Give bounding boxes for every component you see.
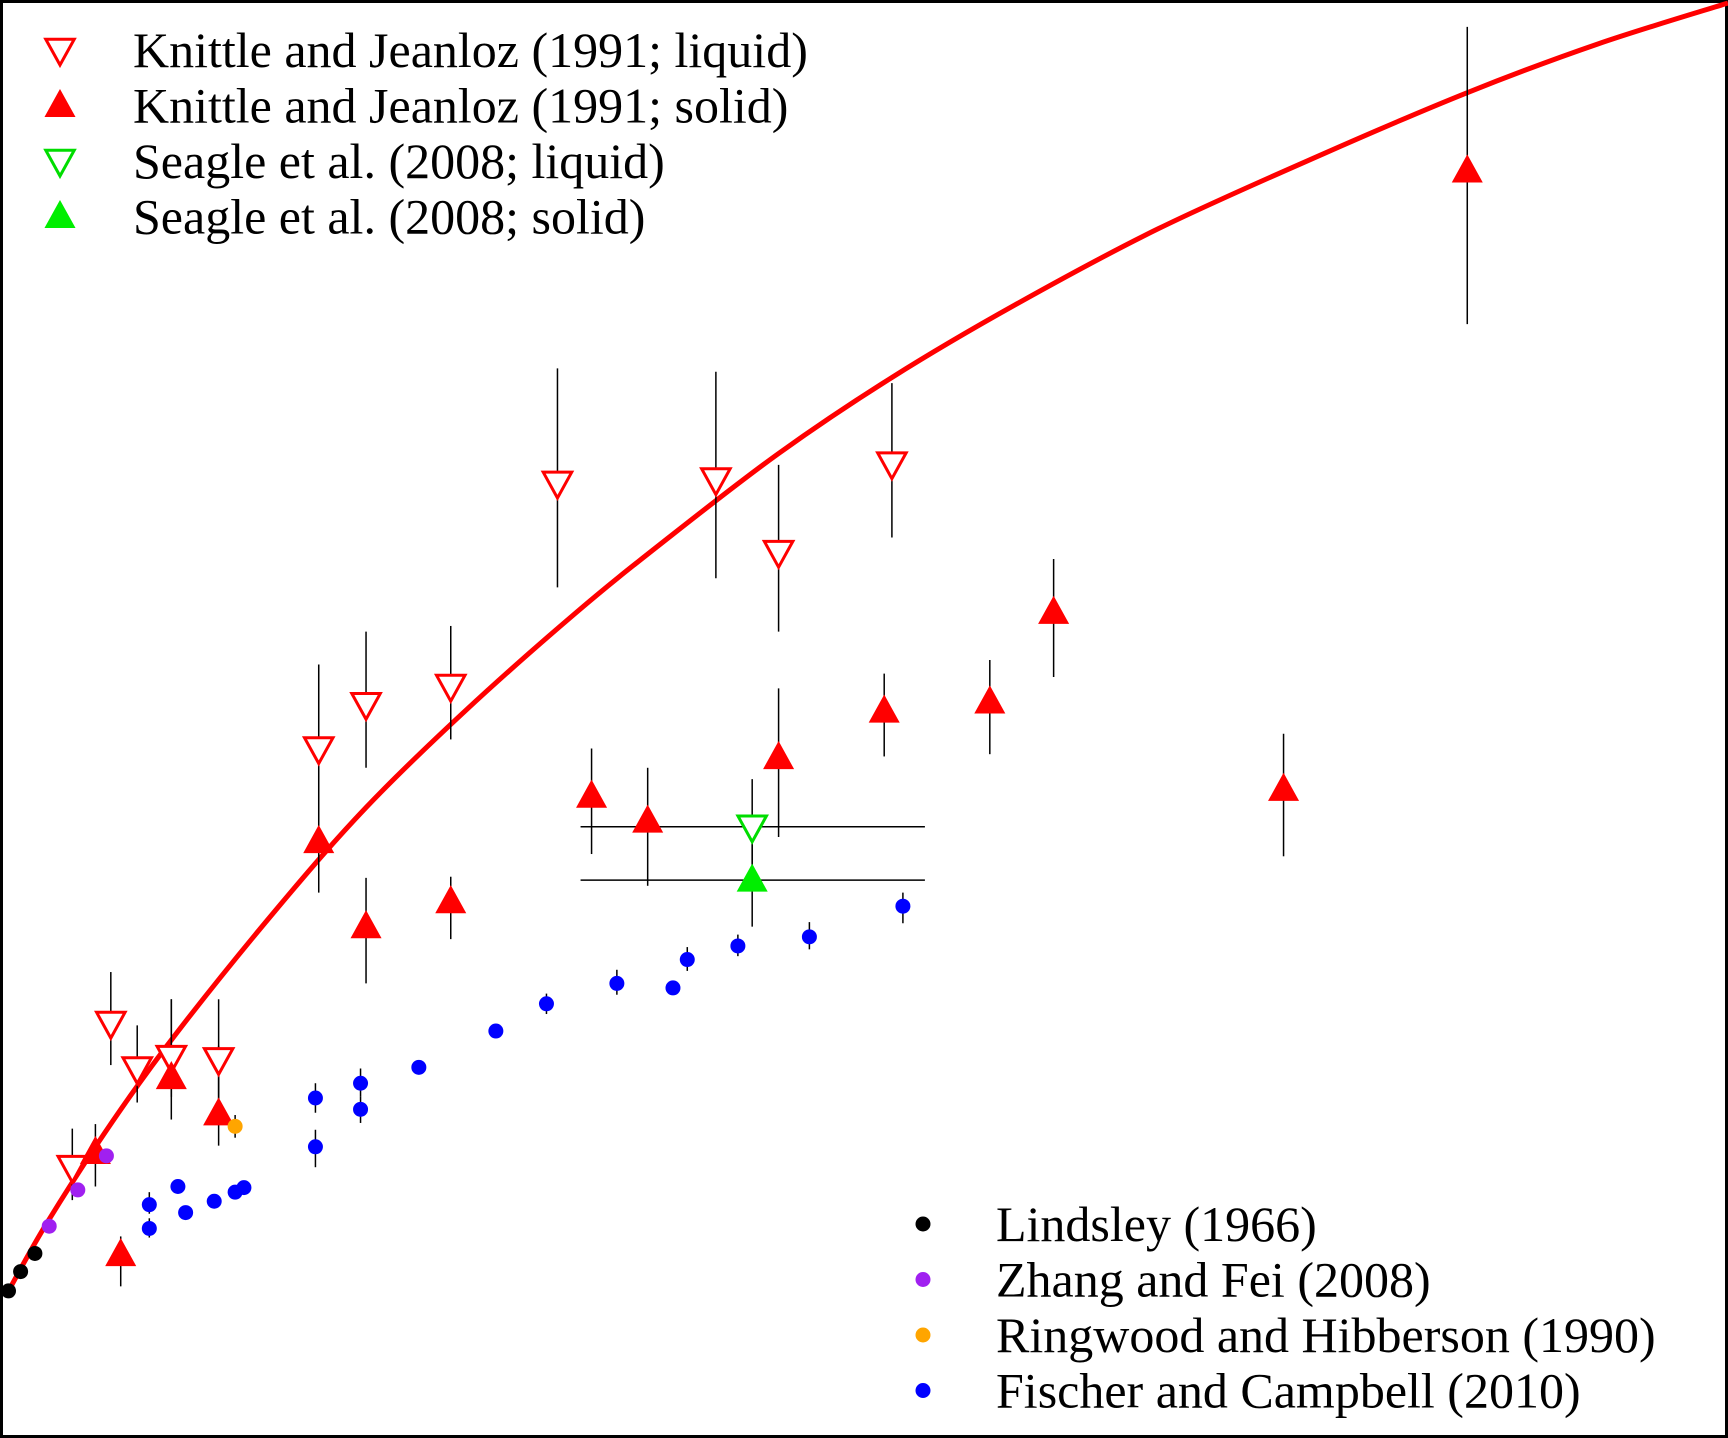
legend-entry: Seagle et al. (2008; liquid) [43, 133, 665, 189]
data-point [105, 1238, 137, 1267]
data-point [70, 1182, 86, 1198]
data-point [1038, 595, 1070, 624]
data-point [435, 885, 467, 914]
data-point [170, 1178, 186, 1194]
data-point [763, 741, 795, 770]
data-point [353, 1075, 369, 1091]
legend-marker [915, 1272, 931, 1287]
data-point [353, 1101, 369, 1117]
legend-marker [43, 148, 77, 180]
legend-marker [43, 37, 77, 69]
data-point [699, 467, 733, 498]
fit-curve [6, 0, 1728, 1293]
data-point [868, 694, 900, 723]
data-point [735, 814, 769, 845]
legend-label: Knittle and Jeanloz (1991; liquid) [133, 22, 808, 78]
data-point [307, 1090, 323, 1106]
legend-marker [44, 199, 76, 229]
legend-top-left: Knittle and Jeanloz (1991; liquid)Knittl… [43, 22, 808, 245]
data-point [679, 952, 695, 968]
data-point [576, 779, 608, 808]
legend-marker [44, 88, 76, 118]
data-point [540, 470, 575, 502]
data-point [178, 1205, 194, 1221]
data-point [538, 996, 554, 1012]
data-point [98, 1148, 114, 1164]
data-point [488, 1023, 504, 1039]
data-point [433, 673, 468, 705]
data-point [632, 804, 664, 833]
legend-entry: Lindsley (1966) [915, 1196, 1317, 1252]
legend-label: Seagle et al. (2008; solid) [133, 189, 645, 245]
legend-label: Zhang and Fei (2008) [996, 1252, 1431, 1308]
data-point [236, 1180, 252, 1196]
data-point [307, 1139, 323, 1155]
legend-entry: Ringwood and Hibberson (1990) [915, 1307, 1656, 1363]
data-point [609, 975, 625, 991]
data-point [155, 1061, 187, 1090]
data-point [875, 451, 909, 482]
legend-label: Ringwood and Hibberson (1990) [996, 1307, 1656, 1363]
data-point [761, 539, 796, 571]
legend-label: Seagle et al. (2008; liquid) [133, 133, 665, 189]
data-point [55, 1154, 90, 1186]
data-point [411, 1059, 427, 1075]
legend-bottom-right: Lindsley (1966)Zhang and Fei (2008)Ringw… [915, 1196, 1656, 1419]
data-point [27, 1245, 43, 1261]
data-point [350, 910, 382, 939]
data-point [895, 898, 911, 914]
data-point [974, 685, 1006, 714]
data-point [203, 1097, 235, 1126]
data-point [141, 1220, 157, 1236]
data-point [201, 1047, 236, 1078]
data-point [120, 1056, 155, 1087]
data-point [349, 691, 383, 723]
data-point [303, 824, 335, 854]
legend-entry: Zhang and Fei (2008) [915, 1252, 1431, 1308]
data-point [41, 1218, 57, 1234]
data-point [301, 736, 336, 767]
legend-entry: Knittle and Jeanloz (1991; liquid) [43, 22, 808, 78]
data-point [154, 1044, 189, 1076]
legend-label: Fischer and Campbell (2010) [996, 1363, 1581, 1419]
data-point [1, 1283, 17, 1299]
legend-label: Knittle and Jeanloz (1991; solid) [133, 78, 788, 134]
data-point [1451, 154, 1483, 183]
legend-marker [915, 1327, 931, 1343]
legend-entry: Knittle and Jeanloz (1991; solid) [44, 78, 788, 134]
data-point [227, 1118, 243, 1134]
data-point [736, 863, 768, 892]
legend-marker [915, 1383, 931, 1398]
data-point [730, 938, 746, 954]
legend-label: Lindsley (1966) [996, 1196, 1317, 1252]
data-point [1268, 772, 1300, 801]
data-point [94, 1010, 128, 1042]
data-point [206, 1193, 222, 1209]
data-point [801, 929, 817, 945]
data-point [665, 980, 681, 996]
data-point [141, 1197, 157, 1213]
legend-entry: Fischer and Campbell (2010) [915, 1363, 1581, 1419]
legend-entry: Seagle et al. (2008; solid) [44, 189, 645, 245]
data-point [13, 1264, 29, 1280]
legend-marker [915, 1216, 931, 1232]
